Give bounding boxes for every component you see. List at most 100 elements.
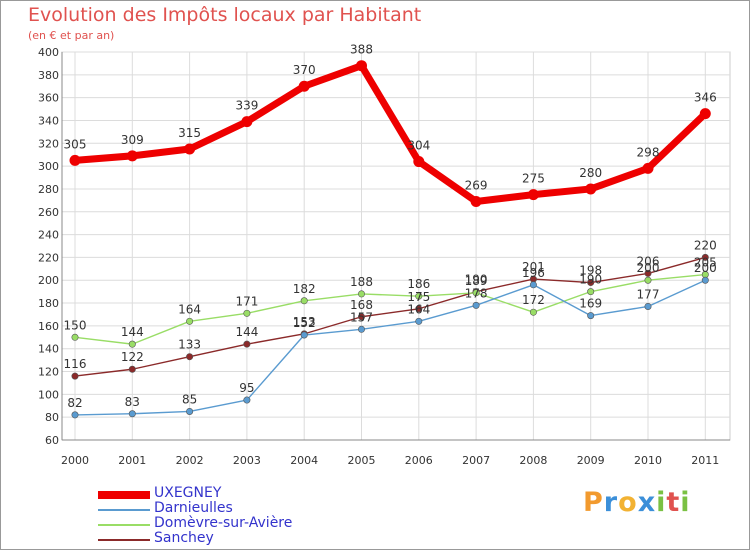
y-tick-label: 140 <box>38 343 59 356</box>
data-label: 305 <box>64 137 87 151</box>
data-label: 206 <box>637 254 660 268</box>
x-tick-label: 2011 <box>691 454 719 467</box>
data-label: 95 <box>239 381 254 395</box>
series-line-1 <box>74 279 706 416</box>
data-point <box>128 340 136 348</box>
data-label: 186 <box>407 277 430 291</box>
data-point <box>300 297 308 305</box>
logo-letter: i <box>656 487 667 518</box>
data-label: 157 <box>350 310 373 324</box>
chart-subtitle: (en € et par an) <box>28 29 115 42</box>
y-tick-label: 160 <box>38 320 59 333</box>
y-tick-label: 380 <box>38 69 59 82</box>
y-tick-label: 340 <box>38 114 59 127</box>
data-label: 298 <box>637 145 660 159</box>
data-point <box>472 289 480 297</box>
data-label: 304 <box>407 139 430 153</box>
data-point <box>470 195 482 207</box>
data-point <box>413 156 425 168</box>
data-label: 169 <box>579 297 602 311</box>
data-label: 275 <box>522 172 545 186</box>
x-tick-label: 2008 <box>519 454 547 467</box>
data-label: 153 <box>293 315 316 329</box>
x-tick-label: 2009 <box>577 454 605 467</box>
logo-letter: r <box>603 487 619 518</box>
data-label: 190 <box>465 273 488 287</box>
data-point <box>644 276 652 284</box>
series-line-0 <box>71 62 709 205</box>
plot-area <box>61 51 731 441</box>
data-label: 370 <box>293 63 316 77</box>
data-point <box>243 309 251 317</box>
data-point <box>472 301 480 309</box>
data-label: 133 <box>178 338 201 352</box>
data-label: 178 <box>465 286 488 300</box>
data-point <box>186 353 194 361</box>
logo-letter: t <box>666 487 681 518</box>
logo-letter: i <box>680 487 691 518</box>
x-tick-label: 2002 <box>176 454 204 467</box>
data-point <box>184 143 196 155</box>
data-label: 315 <box>178 126 201 140</box>
data-point <box>356 60 367 72</box>
x-tick-label: 2010 <box>634 454 662 467</box>
y-tick-label: 80 <box>45 411 59 424</box>
data-label: 198 <box>579 264 602 278</box>
data-point <box>585 183 597 195</box>
legend-swatch-uxegney <box>98 491 150 499</box>
data-point <box>243 340 251 348</box>
y-tick-label: 260 <box>38 206 59 219</box>
data-point <box>300 331 308 339</box>
logo-letter: o <box>618 487 638 518</box>
data-label: 172 <box>522 293 545 307</box>
y-tick-label: 60 <box>45 434 59 447</box>
data-point <box>587 279 595 287</box>
data-label: 188 <box>350 275 373 289</box>
data-label: 196 <box>522 266 545 280</box>
data-point <box>644 269 652 277</box>
y-tick-label: 180 <box>38 297 59 310</box>
data-label: 205 <box>694 256 717 270</box>
data-point <box>71 411 79 419</box>
data-label: 171 <box>235 294 258 308</box>
y-tick-label: 300 <box>38 160 59 173</box>
data-label: 116 <box>64 357 87 371</box>
x-tick-label: 2007 <box>462 454 490 467</box>
legend-label-sanchey: Sanchey <box>154 530 214 546</box>
data-point <box>642 162 654 174</box>
data-label: 309 <box>121 133 144 147</box>
data-label: 339 <box>235 99 258 113</box>
data-label: 164 <box>407 302 430 316</box>
x-tick-label: 2000 <box>61 454 89 467</box>
x-tick-label: 2001 <box>118 454 146 467</box>
data-label: 190 <box>579 273 602 287</box>
data-label: 269 <box>465 178 488 192</box>
data-label: 189 <box>465 274 488 288</box>
legend-label-uxegney: UXEGNEY <box>154 485 222 501</box>
data-label: 220 <box>694 238 717 252</box>
data-label: 200 <box>694 261 717 275</box>
data-point <box>243 396 251 404</box>
logo-letter: P <box>583 487 604 518</box>
data-point <box>357 313 365 321</box>
y-tick-label: 240 <box>38 229 59 242</box>
data-point <box>357 325 365 333</box>
proxiti-logo: Proxiti <box>583 487 691 518</box>
data-point <box>186 317 194 325</box>
data-point <box>701 253 709 261</box>
data-label: 346 <box>694 91 717 105</box>
y-tick-label: 280 <box>38 183 59 196</box>
y-tick-label: 320 <box>38 137 59 150</box>
data-label: 82 <box>67 396 82 410</box>
data-point <box>241 116 253 128</box>
data-point <box>587 312 595 320</box>
data-point <box>415 305 423 313</box>
y-tick-label: 120 <box>38 366 59 379</box>
data-point <box>128 365 136 373</box>
data-label: 164 <box>178 302 201 316</box>
data-point <box>699 108 711 120</box>
data-label: 177 <box>637 287 660 301</box>
data-label: 85 <box>182 392 197 406</box>
data-label: 201 <box>522 260 545 274</box>
